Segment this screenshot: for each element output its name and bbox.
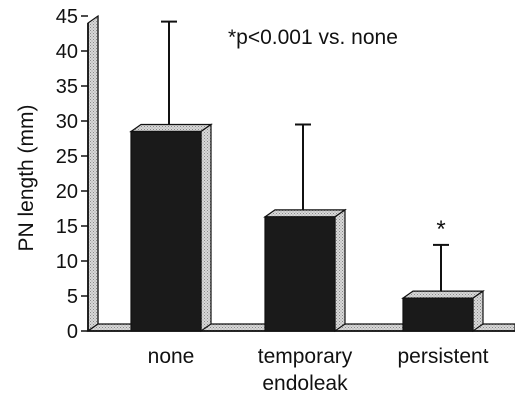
wall-side [87, 14, 99, 333]
bar-front-face [402, 297, 474, 332]
bar-2 [401, 289, 485, 333]
bar-side-face [200, 123, 212, 333]
y-tick-label: 30 [56, 111, 78, 133]
y-tick-label: 45 [56, 6, 78, 28]
y-axis-label: PN length (mm) [15, 104, 38, 251]
y-tick-label: 25 [56, 146, 78, 168]
back-wall [87, 14, 99, 333]
error-bars: * [161, 20, 449, 292]
bar-side-face [472, 289, 484, 333]
significance-annotation: *p<0.001 vs. none [228, 26, 398, 49]
x-axis-labels: none temporary endoleak persistent [148, 345, 489, 395]
y-tick-label: 20 [56, 181, 78, 203]
y-axis-ticks: 0 5 10 15 20 25 30 35 40 45 [56, 6, 88, 343]
bar-side-face [334, 208, 346, 333]
bar-top-face [263, 209, 347, 218]
y-tick-label: 40 [56, 41, 78, 63]
y-tick-label: 5 [67, 286, 78, 308]
bar-0 [129, 123, 213, 333]
bar-top-face [129, 123, 213, 133]
x-tick-label: temporary endoleak [258, 345, 353, 395]
bars [129, 123, 485, 333]
significance-star: * [436, 216, 445, 243]
bar-front-face [130, 130, 202, 332]
y-tick-label: 10 [56, 251, 78, 273]
x-tick-label: persistent [397, 345, 488, 368]
bar-top-face [401, 290, 485, 299]
y-tick-label: 0 [67, 321, 78, 343]
y-tick-label: 15 [56, 216, 78, 238]
bar-front-face [264, 216, 336, 332]
x-tick-label: none [148, 345, 195, 368]
y-tick-label: 35 [56, 76, 78, 98]
bar-1 [263, 208, 347, 333]
